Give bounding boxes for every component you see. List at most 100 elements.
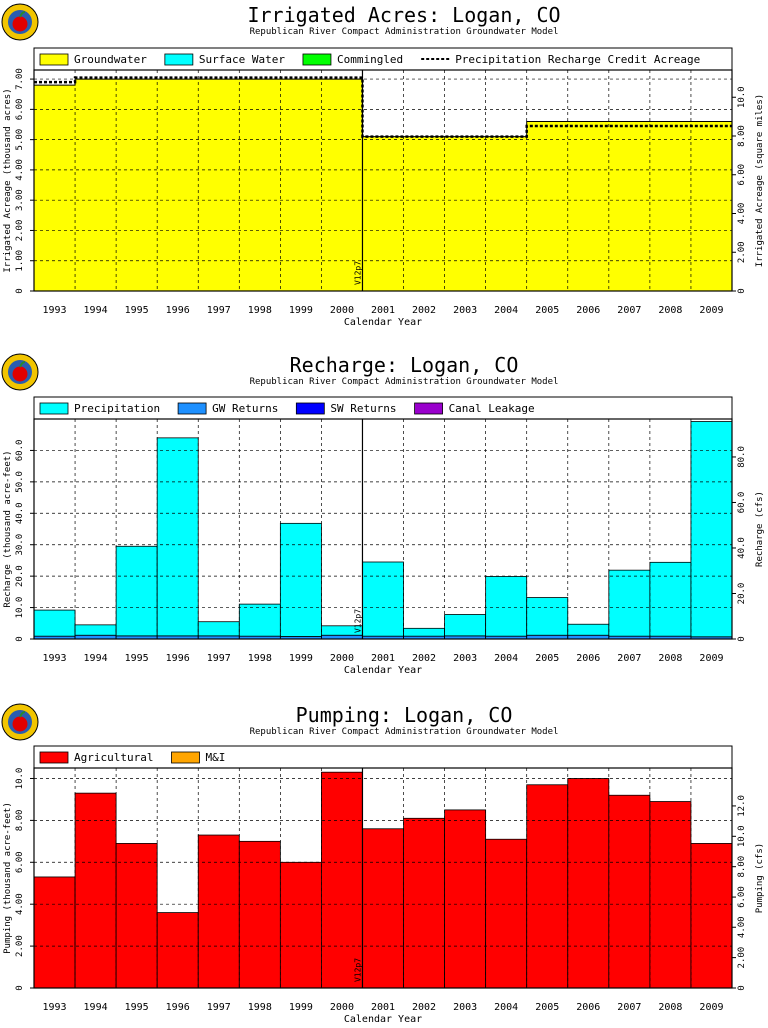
bar-agricultural	[197, 834, 240, 989]
legend-label: M&I	[205, 751, 225, 764]
bar-precipitation	[403, 627, 445, 637]
x-tick-label: 2001	[371, 653, 395, 664]
x-tick-label: 2005	[535, 1002, 559, 1013]
apple-logo-icon	[1, 703, 39, 741]
area-segment	[280, 79, 322, 292]
x-tick-label: 1995	[125, 1002, 149, 1013]
bar-agricultural	[403, 817, 445, 989]
x-tick-label: 1994	[84, 653, 108, 664]
y2-tick-label: 60.0	[737, 492, 747, 514]
version-annotation: V12p7	[353, 958, 362, 982]
logo-apple	[12, 366, 28, 382]
legend-label: SW Returns	[330, 402, 396, 415]
y2-tick-label: 6.00	[737, 164, 747, 186]
area-segment	[526, 121, 569, 291]
y-tick-label: 60.0	[15, 440, 25, 462]
logo-apple	[12, 716, 28, 732]
y-tick-label: 8.00	[15, 810, 25, 832]
bar-agricultural	[74, 792, 117, 989]
bar-agricultural	[444, 809, 487, 989]
y2-tick-label: 10.0	[737, 86, 747, 108]
y2-axis-label: Recharge (cfs)	[755, 491, 765, 567]
x-tick-label: 2009	[699, 305, 723, 316]
legend-swatch	[164, 53, 194, 66]
y2-tick-label: 2.00	[737, 947, 747, 969]
x-tick-label: 2002	[412, 653, 436, 664]
y-tick-label: 1.00	[15, 250, 25, 272]
bar-precipitation	[362, 561, 404, 637]
x-tick-label: 1999	[289, 1002, 313, 1013]
legend-label: GW Returns	[212, 402, 278, 415]
bar-precipitation	[485, 576, 528, 637]
y-tick-label: 0	[15, 288, 25, 293]
x-tick-label: 1997	[207, 305, 231, 316]
logo-apple	[12, 16, 28, 32]
y2-axis-label: Irrigated Acreage (square miles)	[755, 94, 765, 267]
y2-tick-label: 40.0	[737, 537, 747, 559]
bar-precipitation	[526, 597, 569, 636]
area-segment	[116, 79, 158, 292]
x-tick-label: 2000	[330, 305, 354, 316]
x-tick-label: 1997	[207, 1002, 231, 1013]
bar-precipitation	[649, 561, 692, 637]
legend-swatch	[177, 402, 207, 415]
x-tick-label: 1999	[289, 653, 313, 664]
x-tick-label: 1998	[248, 305, 272, 316]
bar-precipitation	[115, 545, 158, 637]
version-annotation: V12p7	[353, 261, 362, 285]
x-tick-label: 2001	[371, 305, 395, 316]
chart-subtitle: Republican River Compact Administration …	[250, 727, 559, 737]
y2-tick-label: 0	[737, 636, 747, 641]
area-segment	[75, 79, 117, 292]
x-tick-label: 1994	[84, 1002, 108, 1013]
bar-precipitation	[690, 421, 733, 638]
bar-agricultural	[690, 843, 733, 989]
y-tick-label: 4.00	[15, 159, 25, 181]
area-segment	[567, 121, 610, 291]
y-axis-label: Pumping (thousand acre-feet)	[3, 802, 13, 954]
x-tick-label: 2003	[453, 1002, 477, 1013]
x-tick-label: 2000	[330, 653, 354, 664]
x-tick-label: 1998	[248, 1002, 272, 1013]
x-tick-label: 2002	[412, 1002, 436, 1013]
y-tick-label: 3.00	[15, 189, 25, 211]
x-tick-label: 2007	[617, 1002, 641, 1013]
y-axis-label: Recharge (thousand acre-feet)	[3, 450, 13, 607]
y-tick-label: 10.0	[15, 768, 25, 790]
legend-swatch	[39, 53, 69, 66]
chart-subtitle: Republican River Compact Administration …	[250, 27, 559, 37]
bar-precipitation	[74, 624, 117, 636]
x-tick-label: 2003	[453, 305, 477, 316]
x-axis-label: Calendar Year	[344, 665, 422, 676]
area-segment	[239, 79, 281, 292]
y-tick-label: 6.00	[15, 99, 25, 121]
x-tick-label: 2006	[576, 653, 600, 664]
x-tick-label: 2007	[617, 653, 641, 664]
bar-agricultural	[115, 843, 158, 989]
legend-swatch	[39, 402, 69, 415]
x-tick-label: 1993	[42, 1002, 66, 1013]
apple-logo-icon	[1, 3, 39, 41]
x-axis-label: Calendar Year	[344, 1014, 422, 1024]
x-tick-label: 2008	[658, 653, 682, 664]
version-annotation: V12p7	[353, 609, 362, 633]
x-tick-label: 2000	[330, 1002, 354, 1013]
y-tick-label: 4.00	[15, 893, 25, 915]
area-segment	[608, 121, 651, 291]
y-tick-label: 7.00	[15, 68, 25, 90]
y-tick-label: 50.0	[15, 471, 25, 493]
area-segment	[157, 79, 199, 292]
y2-tick-label: 80.0	[737, 446, 747, 468]
y-tick-label: 2.00	[15, 220, 25, 242]
x-tick-label: 2004	[494, 1002, 518, 1013]
bar-agricultural	[238, 840, 281, 989]
y-tick-label: 20.0	[15, 565, 25, 587]
plot-frame	[33, 418, 733, 640]
x-tick-label: 2009	[699, 1002, 723, 1013]
legend-swatch	[171, 751, 200, 764]
area-segment	[444, 136, 487, 291]
